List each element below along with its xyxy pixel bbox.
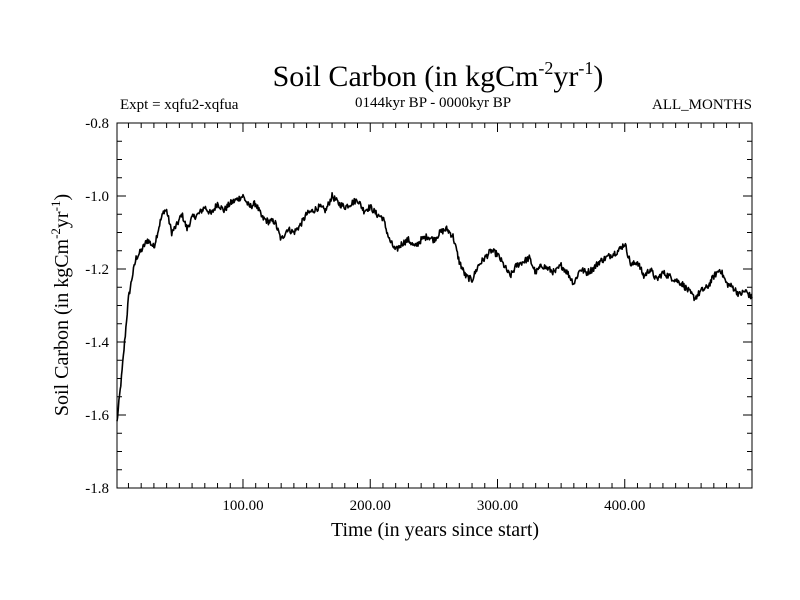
y-tick-label: -0.8 [85,116,109,132]
x-tick-label: 100.00 [222,498,263,514]
subtitle-months: ALL_MONTHS [652,97,752,113]
x-axis-label: Time (in years since start) [331,519,539,541]
series-line-soil-carbon [116,192,753,422]
subtitle-period: 0144kyr BP - 0000kyr BP [355,95,511,111]
subtitle-experiment: Expt = xqfu2-xqfua [120,97,239,113]
y-tick-label: -1.2 [85,262,109,278]
y-tick-label: -1.0 [85,189,109,205]
plot-frame [116,122,753,489]
y-tick-label: -1.4 [85,335,109,351]
y-tick-label: -1.8 [85,481,109,497]
x-tick-label: 200.00 [350,498,391,514]
chart-title: Soil Carbon (in kgCm-2yr-1) [273,58,604,93]
y-axis-label: Soil Carbon (in kgCm-2yr-1) [48,194,73,416]
y-tick-label: -1.6 [85,408,109,424]
axis-ticks [117,122,752,489]
x-tick-label: 300.00 [477,498,518,514]
axis-tick-labels: 100.00 200.00 300.00 400.00 -1.8 -1.6 -1.4 -1.2… [85,116,645,514]
x-tick-label: 400.00 [604,498,645,514]
